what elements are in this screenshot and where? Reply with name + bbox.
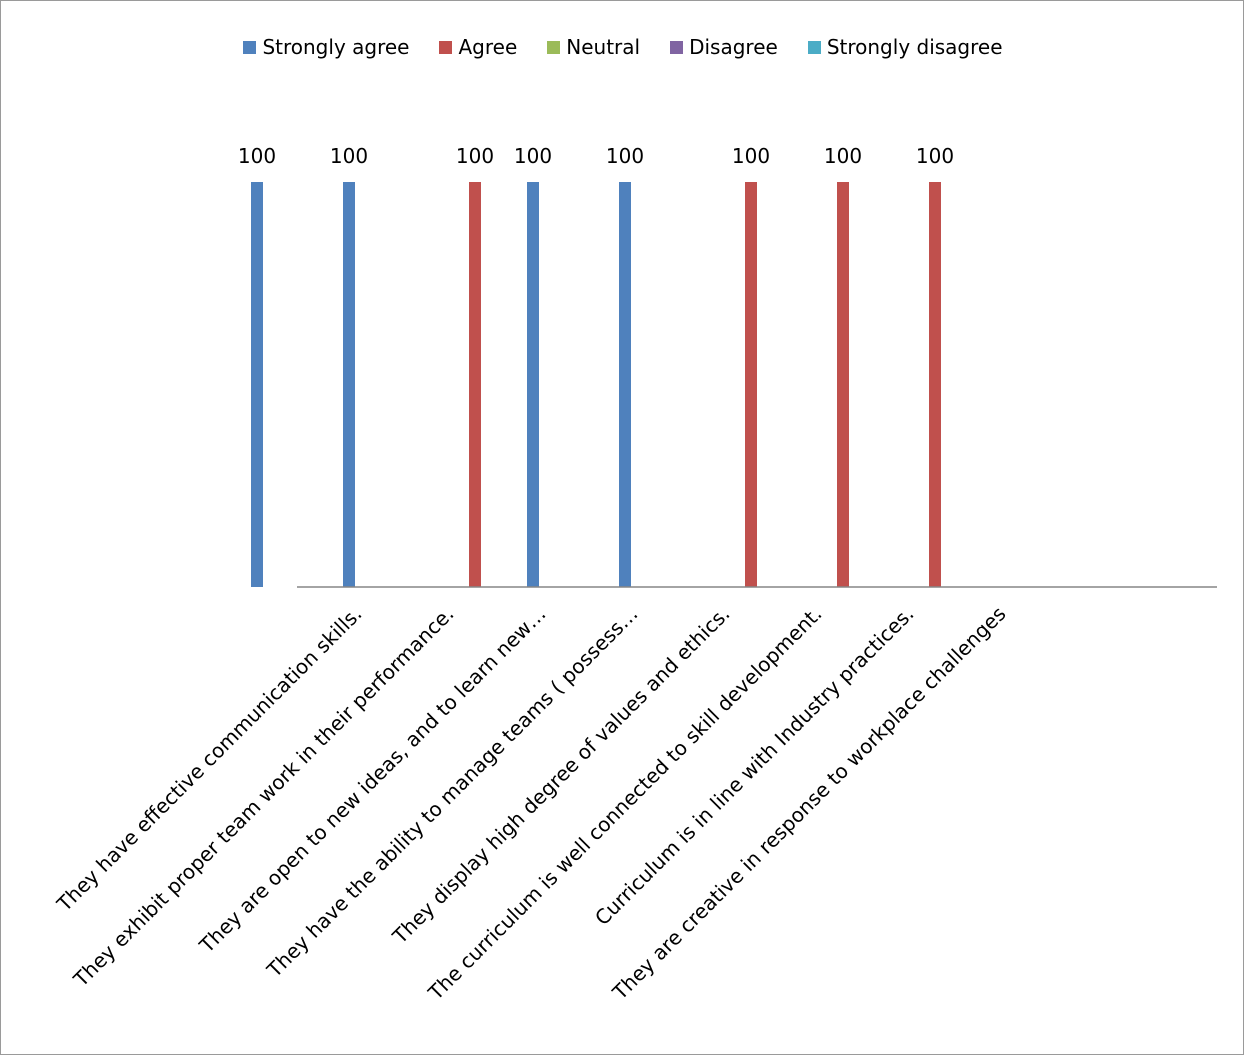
legend-item: Strongly agree xyxy=(243,35,409,59)
x-tick-label: Curriculum is in line with Industry prac… xyxy=(590,602,918,930)
legend-label: Strongly disagree xyxy=(826,35,1003,59)
legend-label: Strongly agree xyxy=(262,35,410,59)
data-label: 100 xyxy=(732,144,770,168)
legend-swatch xyxy=(807,40,821,54)
data-label: 100 xyxy=(456,144,494,168)
bar-strongly-agree xyxy=(619,182,631,587)
bar-strongly-agree xyxy=(527,182,539,587)
bar-agree xyxy=(745,182,757,587)
legend-label: Disagree xyxy=(689,35,778,59)
legend-swatch xyxy=(243,40,257,54)
bar-strongly-agree xyxy=(251,182,263,587)
data-label: 100 xyxy=(606,144,644,168)
legend-swatch xyxy=(670,40,684,54)
legend-item: Agree xyxy=(439,35,517,59)
bar-strongly-agree xyxy=(343,182,355,587)
data-label: 100 xyxy=(238,144,276,168)
bar-agree xyxy=(929,182,941,587)
legend-item: Disagree xyxy=(670,35,778,59)
legend-item: Strongly disagree xyxy=(807,35,1003,59)
data-label: 100 xyxy=(916,144,954,168)
legend-label: Agree xyxy=(458,35,518,59)
data-label: 100 xyxy=(330,144,368,168)
x-tick-label: They have effective communication skills… xyxy=(51,602,366,917)
chart-legend: Strongly agree Agree Neutral Disagree Strong… xyxy=(1,31,1244,63)
legend-item: Neutral xyxy=(547,35,640,59)
legend-swatch xyxy=(439,40,453,54)
x-tick-label: They are open to new ideas, and to learn… xyxy=(194,602,551,959)
legend-label: Neutral xyxy=(566,35,641,59)
x-tick-label: They display high degree of values and e… xyxy=(387,602,734,949)
data-label: 100 xyxy=(514,144,552,168)
bar-agree xyxy=(837,182,849,587)
legend-swatch xyxy=(547,40,561,54)
bar-agree xyxy=(469,182,481,587)
data-label: 100 xyxy=(824,144,862,168)
